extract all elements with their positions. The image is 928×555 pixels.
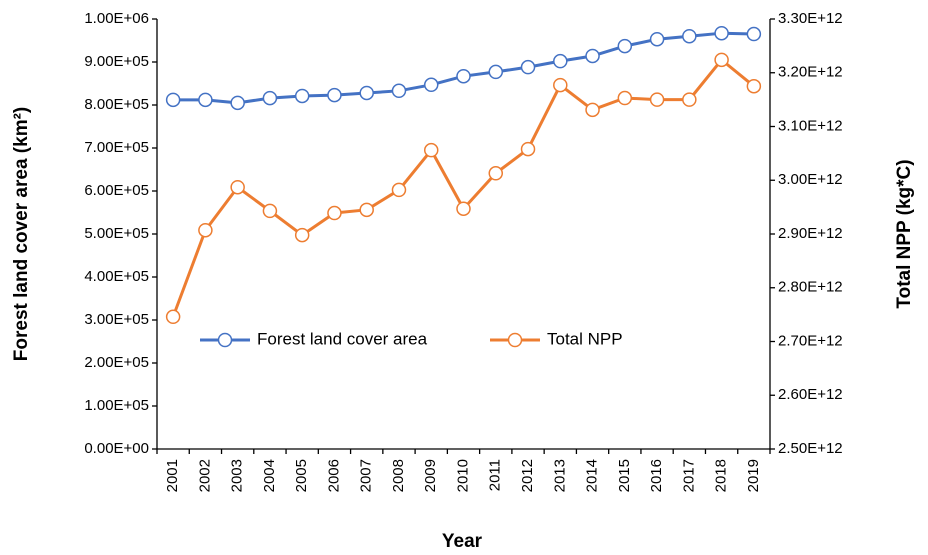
marker xyxy=(423,142,439,158)
x-tick-label: 2012 xyxy=(519,459,536,492)
marker xyxy=(294,227,310,243)
y-tick-label: 0.00E+00 xyxy=(84,440,149,457)
x-tick-label: 2001 xyxy=(164,459,181,492)
marker xyxy=(617,90,633,106)
marker xyxy=(456,68,471,84)
y-tick-label: 3.00E+05 xyxy=(84,311,149,328)
x-tick-label: 2004 xyxy=(261,459,278,492)
y-tick-label: 7.00E+05 xyxy=(84,139,149,156)
marker xyxy=(746,78,762,94)
y2-tick-label: 3.30E+12 xyxy=(778,10,843,27)
y-tick-label: 2.00E+05 xyxy=(84,354,149,371)
marker xyxy=(488,166,504,181)
x-tick-label: 2006 xyxy=(325,459,342,492)
marker xyxy=(198,92,213,108)
marker xyxy=(423,77,439,93)
marker xyxy=(585,102,600,118)
x-tick-label: 2018 xyxy=(713,459,730,492)
marker xyxy=(682,28,697,44)
marker xyxy=(262,203,278,219)
marker xyxy=(714,52,729,68)
y-tick-label: 4.00E+05 xyxy=(84,268,149,285)
marker xyxy=(294,88,310,104)
marker xyxy=(230,179,245,195)
marker xyxy=(553,53,568,69)
marker xyxy=(391,83,407,99)
x-tick-label: 2017 xyxy=(680,459,697,492)
marker xyxy=(682,92,697,107)
marker xyxy=(165,92,181,108)
marker xyxy=(359,202,374,218)
y2-tick-label: 2.70E+12 xyxy=(778,332,843,349)
marker xyxy=(359,85,374,101)
y2-tick-label: 2.80E+12 xyxy=(778,279,843,296)
y2-tick-label: 2.50E+12 xyxy=(778,440,843,457)
legend-label: Forest land cover area xyxy=(257,329,428,348)
x-tick-label: 2008 xyxy=(390,459,407,492)
marker xyxy=(553,77,568,93)
marker xyxy=(391,182,407,198)
x-tick-label: 2009 xyxy=(422,459,439,492)
marker xyxy=(746,26,762,42)
marker xyxy=(165,309,181,325)
x-tick-label: 2010 xyxy=(454,459,471,492)
y-tick-label: 6.00E+05 xyxy=(84,182,149,199)
x-tick-label: 2005 xyxy=(293,459,310,492)
x-axis-title: Year xyxy=(442,531,483,552)
marker xyxy=(198,222,213,238)
y2-tick-label: 2.90E+12 xyxy=(778,225,843,242)
marker xyxy=(520,141,536,157)
x-tick-label: 2019 xyxy=(745,459,762,492)
marker xyxy=(327,87,342,103)
y-tick-label: 1.00E+05 xyxy=(84,397,149,414)
y-tick-label: 8.00E+05 xyxy=(84,96,149,113)
marker xyxy=(617,38,633,54)
x-tick-label: 2002 xyxy=(196,459,213,492)
legend-marker xyxy=(217,332,233,348)
y-axis-title: Forest land cover area (km²) xyxy=(11,107,32,361)
marker xyxy=(649,31,665,47)
y-tick-label: 1.00E+06 xyxy=(84,10,149,27)
marker xyxy=(649,92,665,107)
marker xyxy=(520,59,536,75)
x-tick-label: 2013 xyxy=(551,459,568,492)
y2-axis-title: Total NPP (kg*C) xyxy=(894,159,915,308)
y-tick-label: 5.00E+05 xyxy=(84,225,149,242)
marker xyxy=(714,25,729,41)
x-tick-label: 2007 xyxy=(358,459,375,492)
marker xyxy=(327,205,342,221)
marker xyxy=(262,90,278,106)
marker xyxy=(585,48,600,64)
marker xyxy=(230,95,245,111)
y-tick-label: 9.00E+05 xyxy=(84,53,149,70)
y2-tick-label: 2.60E+12 xyxy=(778,386,843,403)
marker xyxy=(488,64,504,80)
series-line xyxy=(173,31,754,105)
y2-tick-label: 3.10E+12 xyxy=(778,117,843,134)
legend-marker xyxy=(507,332,523,348)
x-tick-label: 2014 xyxy=(584,459,601,492)
legend-label: Total NPP xyxy=(547,329,623,348)
x-tick-label: 2003 xyxy=(229,459,246,492)
y2-tick-label: 3.20E+12 xyxy=(778,64,843,81)
x-tick-label: 2011 xyxy=(487,459,504,491)
x-tick-label: 2015 xyxy=(616,459,633,492)
y2-tick-label: 3.00E+12 xyxy=(778,171,843,188)
marker xyxy=(456,201,471,216)
x-tick-label: 2016 xyxy=(648,459,665,492)
